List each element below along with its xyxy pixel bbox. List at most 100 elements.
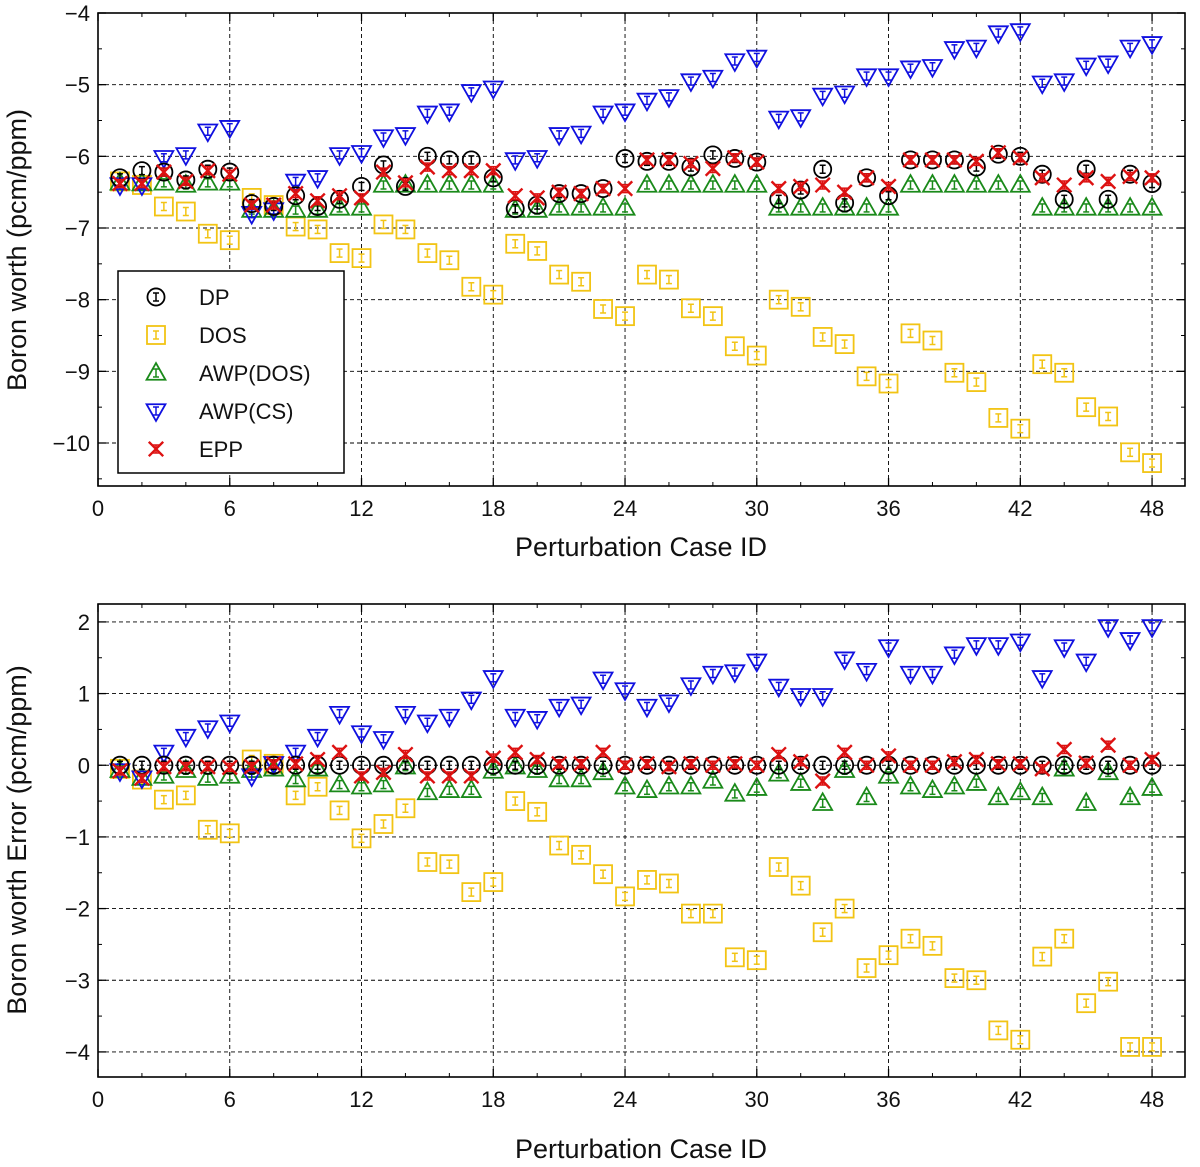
top-point xyxy=(746,345,767,366)
bottom-point xyxy=(1098,755,1118,775)
top-point xyxy=(703,145,723,165)
top-point xyxy=(460,173,483,193)
top-point xyxy=(659,269,679,290)
legend: DP DOS AWP(DOS) AWP(CS) EPP xyxy=(117,270,345,474)
bottom-point xyxy=(1053,639,1076,659)
bottom-point xyxy=(504,708,527,729)
top-point xyxy=(723,53,746,73)
top-point xyxy=(373,214,394,235)
top-point xyxy=(1122,168,1139,185)
top-point xyxy=(482,80,505,100)
top-point xyxy=(660,151,677,168)
top-point xyxy=(504,152,527,172)
legend-label: EPP xyxy=(199,437,243,462)
top-point xyxy=(199,162,216,179)
top-point xyxy=(309,192,326,209)
top-point xyxy=(1098,406,1119,427)
bottom-point xyxy=(968,751,985,768)
top-y-axis-title: Boron worth (pcm/ppm) xyxy=(2,109,32,391)
bottom-point xyxy=(855,663,878,683)
bottom-point xyxy=(616,757,634,774)
top-series-layer xyxy=(108,23,1164,473)
bottom-plot-frame xyxy=(97,603,1186,1078)
top-point xyxy=(1141,36,1164,56)
bottom-point xyxy=(835,755,855,775)
top-point xyxy=(701,173,724,193)
bottom-point xyxy=(657,694,680,714)
bottom-point xyxy=(726,755,743,772)
top-point xyxy=(966,372,987,392)
top-point xyxy=(702,306,723,327)
top-point xyxy=(1120,442,1141,463)
bottom-point xyxy=(1142,1037,1162,1057)
top-point xyxy=(152,171,175,191)
bottom-point xyxy=(372,731,395,751)
bottom-point xyxy=(419,767,436,785)
top-point xyxy=(745,173,768,193)
top-point xyxy=(924,151,941,168)
top-point xyxy=(637,264,657,285)
bottom-point xyxy=(679,677,702,697)
top-point xyxy=(767,110,790,131)
top-point xyxy=(921,59,944,79)
bottom-point xyxy=(813,755,833,775)
top-point xyxy=(1098,189,1118,209)
top-point xyxy=(657,89,680,109)
bottom-point xyxy=(221,759,238,776)
bottom-point xyxy=(746,950,767,971)
top-point xyxy=(417,243,438,263)
bottom-point xyxy=(770,746,787,763)
top-point xyxy=(416,105,439,126)
bottom-point xyxy=(811,791,834,811)
top-point xyxy=(331,187,348,204)
bottom-point xyxy=(573,755,590,772)
bottom-point xyxy=(328,706,351,726)
bottom-point xyxy=(243,758,260,775)
bottom-point xyxy=(701,665,724,686)
top-point xyxy=(789,196,812,216)
bottom-plot-background xyxy=(98,604,1185,1077)
top-point xyxy=(394,127,417,147)
bottom-point xyxy=(287,755,304,772)
bottom-point xyxy=(329,800,350,821)
bottom-point xyxy=(350,725,373,745)
bottom-point xyxy=(965,771,988,791)
bottom-point xyxy=(570,696,593,717)
bottom-point xyxy=(701,769,724,789)
top-point xyxy=(790,296,811,317)
top-point xyxy=(307,219,328,240)
bottom-point xyxy=(353,767,370,785)
bottom-point xyxy=(373,814,394,834)
legend-item: DP xyxy=(146,285,230,310)
bottom-point xyxy=(855,785,878,806)
top-x-axis-title: Perturbation Case ID xyxy=(515,532,767,562)
bottom-y-tick-label: −3 xyxy=(65,968,90,993)
top-point xyxy=(789,109,812,129)
bottom-point xyxy=(638,755,656,772)
top-point xyxy=(724,336,745,357)
bottom-point xyxy=(724,947,745,968)
top-point xyxy=(551,184,568,201)
top-point xyxy=(899,60,922,80)
legend-marker xyxy=(145,361,167,381)
bottom-point xyxy=(768,857,789,877)
top-point xyxy=(221,166,238,183)
top-point xyxy=(548,196,571,216)
bottom-point xyxy=(460,778,483,798)
top-point xyxy=(968,153,985,170)
bottom-x-tick-label: 48 xyxy=(1140,1087,1164,1112)
legend-label: AWP(DOS) xyxy=(199,361,311,386)
top-point xyxy=(679,173,702,193)
bottom-point xyxy=(328,772,351,793)
top-point xyxy=(836,184,853,201)
bottom-point xyxy=(723,664,746,684)
top-point xyxy=(902,151,919,168)
bottom-point xyxy=(350,775,373,795)
bottom-point xyxy=(836,744,853,761)
top-point xyxy=(834,334,855,355)
bottom-point xyxy=(218,714,241,734)
bottom-point xyxy=(635,778,658,798)
bottom-point xyxy=(767,678,790,699)
bottom-point xyxy=(548,767,571,788)
bottom-point xyxy=(1141,619,1164,639)
